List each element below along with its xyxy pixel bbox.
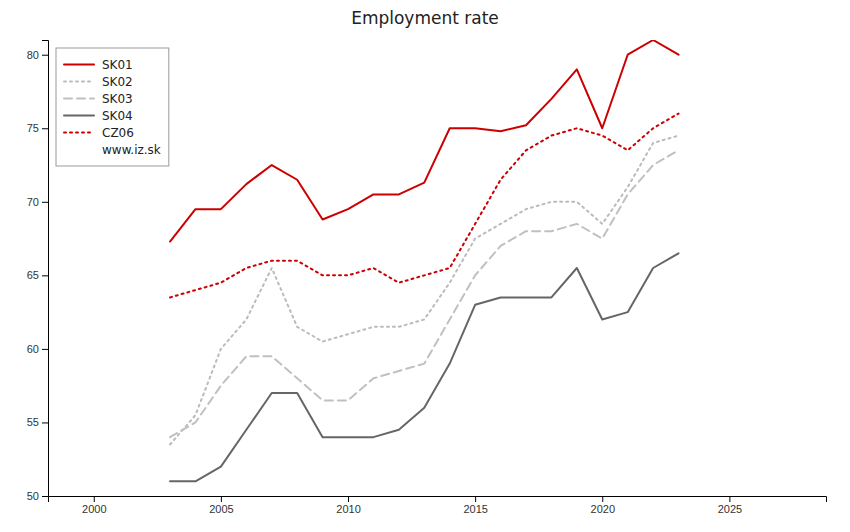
- legend-label: CZ06: [102, 126, 134, 140]
- tick: 80: [27, 49, 48, 61]
- tick-mark: [42, 422, 48, 423]
- tick: 65: [27, 269, 48, 281]
- tick-label: 70: [27, 196, 39, 208]
- tick-label: 80: [27, 49, 39, 61]
- tick: 2025: [718, 496, 742, 515]
- tick-mark: [42, 55, 48, 56]
- tick-label: 2025: [718, 503, 742, 515]
- tick: 50: [27, 490, 48, 502]
- axis-line: [49, 497, 827, 503]
- tick-label: 50: [27, 490, 39, 502]
- y-axis: 50 55 60 65 70 75 80: [27, 41, 49, 503]
- tick-mark: [348, 496, 349, 502]
- tick: 70: [27, 196, 48, 208]
- tick-label: 65: [27, 269, 39, 281]
- legend-swatch: [64, 81, 94, 83]
- tick: 2010: [336, 496, 360, 515]
- legend-label: SK04: [102, 109, 133, 123]
- legend-swatch: [64, 64, 94, 66]
- chart: Employment rate 2000 2005 2010 2015 2020 2025 5…: [0, 0, 850, 532]
- legend-swatch: [64, 132, 94, 134]
- tick-label: 2020: [591, 503, 615, 515]
- annotation: www.iz.sk: [102, 143, 161, 157]
- legend-box: [56, 48, 169, 166]
- tick: 2015: [463, 496, 487, 515]
- tick: 55: [27, 416, 48, 428]
- series-line: [170, 150, 678, 437]
- tick-mark: [42, 128, 48, 129]
- legend-label: SK03: [102, 92, 133, 106]
- tick: 2000: [82, 496, 106, 515]
- axis-line: [42, 41, 49, 497]
- tick-mark: [42, 275, 48, 276]
- legend-swatch: [64, 98, 94, 100]
- tick-label: 55: [27, 416, 39, 428]
- series-line: [170, 253, 678, 481]
- series-line: [170, 136, 678, 445]
- title: Employment rate: [351, 8, 499, 28]
- tick-label: 60: [27, 343, 39, 355]
- legend: SK01 SK02 SK03 SK04 CZ06 www.iz.sk: [56, 48, 169, 166]
- tick-mark: [602, 496, 603, 502]
- plot: 2000 2005 2010 2015 2020 2025 50 55 60 65 70 75 80 SK…: [27, 40, 827, 515]
- tick-mark: [94, 496, 95, 502]
- tick-label: 2015: [463, 503, 487, 515]
- legend-label: SK01: [102, 58, 133, 72]
- x-axis: 2000 2005 2010 2015 2020 2025: [49, 496, 827, 515]
- legend-swatch: [64, 115, 94, 117]
- tick-mark: [475, 496, 476, 502]
- tick-mark: [221, 496, 222, 502]
- tick-mark: [729, 496, 730, 502]
- series-line: [170, 40, 678, 242]
- series-line: [170, 114, 678, 298]
- tick-label: 75: [27, 122, 39, 134]
- lines: [170, 40, 678, 481]
- tick: 2020: [591, 496, 615, 515]
- legend-label: SK02: [102, 75, 133, 89]
- tick-mark: [42, 349, 48, 350]
- tick: 2005: [209, 496, 233, 515]
- tick-label: 2000: [82, 503, 106, 515]
- tick-mark: [42, 202, 48, 203]
- tick-label: 2005: [209, 503, 233, 515]
- tick: 60: [27, 343, 48, 355]
- tick-mark: [42, 496, 48, 497]
- tick: 75: [27, 122, 48, 134]
- tick-label: 2010: [336, 503, 360, 515]
